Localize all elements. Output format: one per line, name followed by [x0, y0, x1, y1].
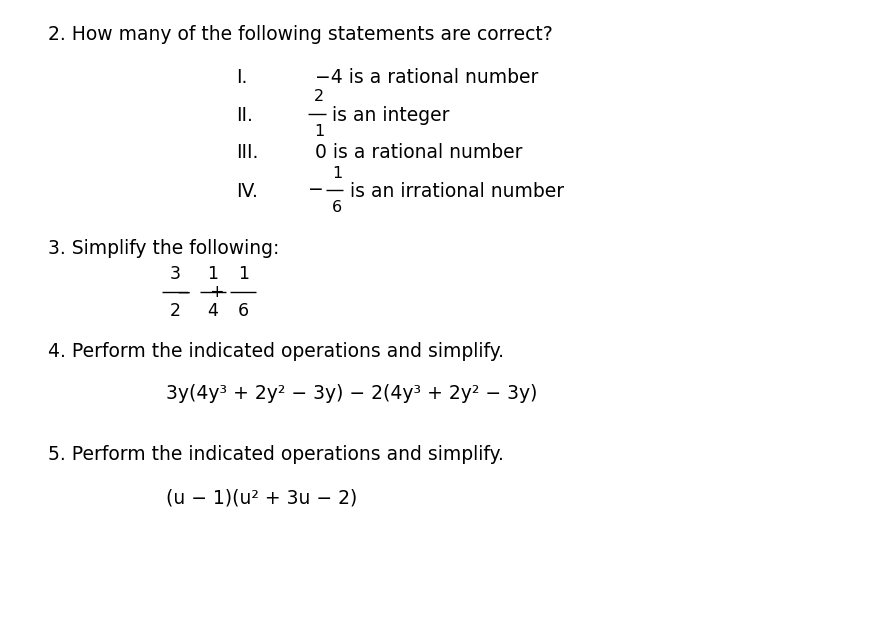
Text: is an irrational number: is an irrational number: [350, 182, 564, 201]
Text: I.: I.: [236, 68, 248, 87]
Text: 3. Simplify the following:: 3. Simplify the following:: [48, 239, 279, 258]
Text: 6: 6: [332, 200, 342, 215]
Text: 1: 1: [314, 124, 325, 139]
Text: −: −: [308, 180, 324, 199]
Text: II.: II.: [236, 106, 253, 124]
Text: 0 is a rational number: 0 is a rational number: [315, 143, 522, 162]
Text: 1: 1: [207, 265, 218, 283]
Text: 2: 2: [170, 302, 180, 320]
Text: 2: 2: [314, 90, 325, 104]
Text: 1: 1: [332, 166, 342, 181]
Text: III.: III.: [236, 143, 259, 162]
Text: 3y(4y³ + 2y² − 3y) − 2(4y³ + 2y² − 3y): 3y(4y³ + 2y² − 3y) − 2(4y³ + 2y² − 3y): [166, 384, 537, 402]
Text: 2. How many of the following statements are correct?: 2. How many of the following statements …: [48, 25, 553, 44]
Text: 5. Perform the indicated operations and simplify.: 5. Perform the indicated operations and …: [48, 445, 504, 463]
Text: +: +: [209, 284, 223, 301]
Text: 3: 3: [170, 265, 180, 283]
Text: −4 is a rational number: −4 is a rational number: [315, 68, 538, 87]
Text: −: −: [177, 284, 191, 301]
Text: 4: 4: [207, 302, 218, 320]
Text: is an integer: is an integer: [332, 106, 450, 124]
Text: 1: 1: [238, 265, 248, 283]
Text: IV.: IV.: [236, 182, 258, 201]
Text: (u − 1)(u² + 3u − 2): (u − 1)(u² + 3u − 2): [166, 488, 358, 507]
Text: 4. Perform the indicated operations and simplify.: 4. Perform the indicated operations and …: [48, 342, 504, 361]
Text: 6: 6: [238, 302, 248, 320]
